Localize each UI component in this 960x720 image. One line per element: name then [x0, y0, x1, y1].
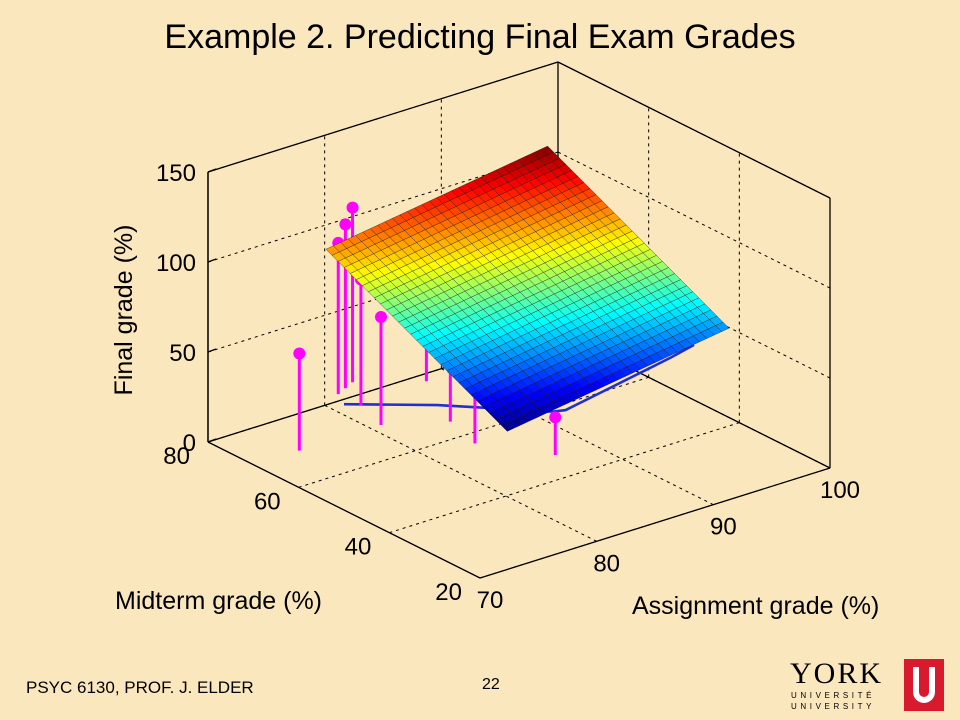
projection-line	[343, 343, 695, 413]
projection-layer	[343, 343, 695, 413]
logo-word: YORK	[790, 657, 884, 690]
data-point	[549, 411, 562, 424]
slide-title: Example 2. Predicting Final Exam Grades	[164, 18, 796, 56]
footer-course: PSYC 6130, PROF. J. ELDER	[26, 678, 254, 697]
page-number: 22	[482, 676, 500, 693]
data-point	[339, 218, 352, 231]
y-tick-label: 60	[254, 488, 281, 515]
box-edge	[557, 61, 831, 199]
z-tick-label: 150	[156, 160, 196, 187]
data-point	[346, 201, 359, 214]
york-u-mark-icon	[904, 659, 944, 711]
y-tick-label: 20	[435, 579, 462, 606]
tick-labels: 0 50 100 150 20 40 60 80 70 80 90 100	[156, 160, 860, 614]
data-point	[375, 311, 387, 323]
box-edge	[207, 61, 559, 173]
logo-line-1: UNIVERSITÉ	[791, 691, 876, 700]
z-axis-label: Final grade (%)	[110, 225, 138, 396]
x-tick-label: 100	[820, 477, 860, 504]
surface-patch	[325, 245, 340, 256]
york-logo: YORK UNIVERSITÉ UNIVERSITY	[790, 655, 950, 715]
x-axis-label: Assignment grade (%)	[632, 592, 879, 620]
z-tick	[207, 258, 217, 263]
box-edge	[479, 467, 831, 579]
y-tick-label: 80	[163, 443, 190, 470]
regression-surface	[325, 145, 730, 432]
x-tick-label: 80	[593, 550, 620, 577]
z-tick-label: 50	[169, 340, 196, 367]
z-tick	[207, 168, 217, 173]
grid-line	[207, 151, 559, 263]
z-tick	[207, 438, 217, 443]
y-tick-label: 40	[345, 534, 372, 561]
z-tick-label: 0	[183, 430, 196, 457]
logo-line-2: UNIVERSITY	[791, 702, 876, 711]
z-tick	[207, 348, 217, 353]
grid-line	[389, 422, 740, 534]
x-tick-label: 90	[710, 514, 737, 541]
z-tick-label: 100	[156, 250, 196, 277]
grid-line	[324, 404, 597, 542]
box-edge	[207, 441, 481, 579]
data-point	[293, 347, 306, 360]
grid-line	[557, 151, 831, 289]
x-tick-label: 70	[477, 587, 504, 614]
y-axis-label: Midterm grade (%)	[115, 587, 322, 615]
